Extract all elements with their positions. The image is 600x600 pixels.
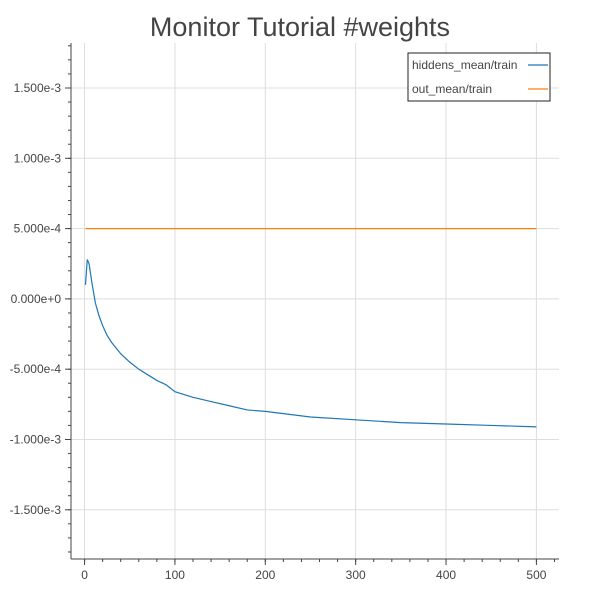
x-tick-label: 500	[526, 568, 546, 582]
legend-label-1: hiddens_mean/train	[412, 58, 517, 72]
x-tick-label: 0	[81, 568, 88, 582]
axes: 1.500e-3 1.000e-3 5.000e-4 0.000e+0 -5.000e-…	[10, 43, 559, 582]
y-tick-label: 0.000e+0	[11, 292, 62, 306]
series-layer	[84, 227, 537, 428]
legend: hiddens_mean/train out_mean/train	[407, 52, 551, 102]
x-tick-label: 300	[346, 568, 366, 582]
x-tick-label: 200	[255, 568, 275, 582]
series-line-1	[84, 259, 537, 428]
x-tick-label: 400	[436, 568, 456, 582]
y-tick-label: -1.500e-3	[10, 503, 62, 517]
x-tick-label: 100	[165, 568, 185, 582]
chart-title: Monitor Tutorial #weights	[150, 12, 450, 42]
legend-label-2: out_mean/train	[412, 82, 492, 96]
y-tick-label: 1.500e-3	[14, 81, 62, 95]
y-tick-label: -1.000e-3	[10, 432, 62, 446]
y-tick-label: -5.000e-4	[10, 362, 62, 376]
grid-lines	[71, 43, 559, 559]
y-tick-label: 5.000e-4	[14, 222, 62, 236]
y-tick-label: 1.000e-3	[14, 151, 62, 165]
legend-box	[407, 52, 551, 102]
